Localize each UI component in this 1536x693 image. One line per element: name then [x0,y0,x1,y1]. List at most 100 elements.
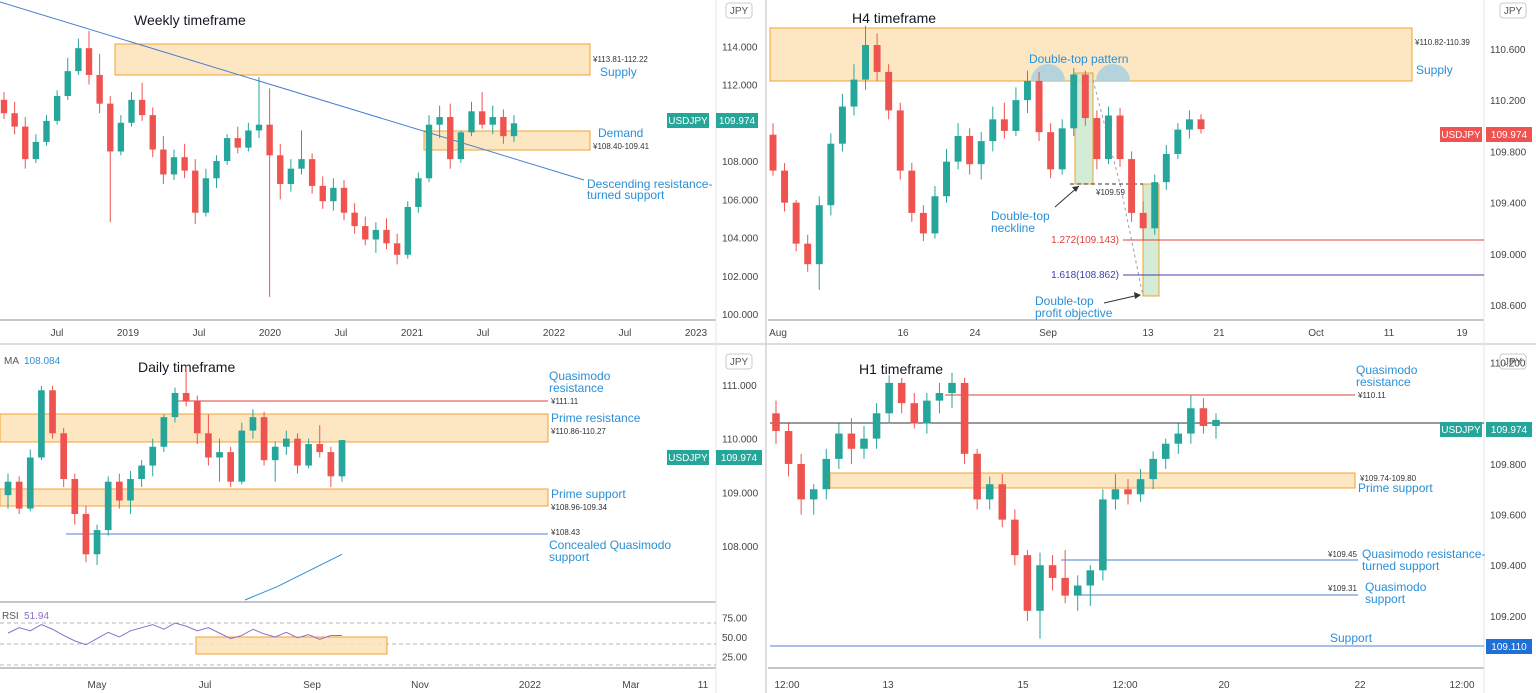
daily-symbol-tag [667,450,709,465]
h1-qm-support-label-2: support [1365,592,1406,606]
daily-concealed-qm-label-1: Concealed Quasimodo [549,538,671,552]
h1-currency-badge[interactable] [1499,353,1527,370]
h4-x-tick-label: Sep [1039,328,1057,339]
daily-rsi-tick-label: 25.00 [722,652,747,663]
h4-y-tick-label: 110.600 [1490,45,1526,56]
h4-symbol-tag [1440,127,1482,142]
weekly-candle-body [351,212,358,227]
daily-candle-body [82,513,90,555]
h1-candle-body [1187,408,1195,434]
h4-y-axis: 110.600 110.200 109.800 109.400 109.000 108.6… [1490,45,1527,312]
weekly-candle-body [383,229,390,244]
daily-qm-resistance-label-1: Quasimodo [549,369,611,383]
h1-x-tick-label: 22 [1354,680,1366,691]
weekly-currency-label: JPY [730,6,749,17]
h1-candle-body [923,400,931,424]
daily-candle-body [294,438,301,466]
weekly-candle-body [11,113,18,127]
h1-candle-body [897,382,906,404]
daily-candle-body [149,446,157,466]
h1-candle-body [822,458,831,490]
weekly-y-tick-label: 102.000 [722,272,759,283]
h1-y-tick-label: 109.200 [1490,612,1527,623]
daily-x-tick-label: Jul [199,680,212,691]
daily-ma-value: 108.084 [24,356,61,367]
weekly-candle-body [85,48,93,75]
weekly-candle-body [202,178,210,213]
weekly-candle-body [500,117,507,137]
h4-x-tick-label: Aug [769,328,787,339]
daily-currency-badge[interactable] [725,353,753,370]
weekly-candle-body [266,124,273,156]
h4-candle-body [977,141,985,165]
daily-prime-resistance-value: ¥110.86-110.27 [550,427,606,436]
weekly-candle-body [330,187,337,202]
daily-candle-body [193,401,201,434]
daily-qm-resistance-label-2: resistance [549,381,604,395]
weekly-currency-badge[interactable] [725,2,753,19]
h1-x-tick-label: 12:00 [1449,680,1474,691]
daily-candle-body [316,444,324,453]
weekly-symbol-tag [667,113,709,128]
daily-candle-body [282,438,290,447]
weekly-panel: JPY Weekly timeframe ¥113.81-112.22 Supp… [0,0,759,344]
h1-candle-body [1073,585,1082,596]
weekly-candle-body [223,138,231,162]
weekly-candle-body [478,111,486,125]
weekly-descending-trendline [0,1,585,181]
daily-candle-body [249,417,257,431]
h1-candle-body [809,489,818,500]
h1-candles [772,372,1220,639]
h1-y-tick-label: 109.800 [1490,460,1527,471]
weekly-candle-body [372,229,380,240]
weekly-demand-value: ¥108.40-109.41 [592,142,650,151]
weekly-candle-body [43,120,50,142]
daily-title: Daily timeframe [138,359,235,375]
weekly-candle-body [0,99,8,114]
weekly-candle-body [53,96,61,121]
h4-currency-badge[interactable] [1499,2,1527,19]
h1-support-price-value: 109.110 [1491,642,1527,653]
weekly-candle-body [340,187,348,213]
h1-candle-body [1199,408,1208,426]
h4-candles [769,25,1205,290]
h4-double-top-arc-right [1096,64,1130,81]
weekly-symbol-label: USDJPY [668,116,708,127]
weekly-x-tick-label: 2023 [685,328,708,339]
h4-objective-label-2: profit objective [1035,306,1113,320]
h1-candle-body [835,433,843,459]
weekly-candle-body [138,99,146,116]
daily-y-tick-label: 109.000 [722,488,759,499]
weekly-candle-body [319,185,326,202]
h4-x-tick-label: Oct [1308,328,1324,339]
h4-candle-body [873,45,881,72]
weekly-candle-body [468,111,475,133]
daily-qm-resistance-value: ¥111.11 [550,397,579,406]
h1-price-tag [1486,422,1532,437]
h4-objective-label-1: Double-top [1035,294,1094,308]
weekly-y-tick-label: 108.000 [722,157,759,168]
weekly-candle-body [149,115,156,150]
daily-x-tick-label: Nov [411,680,429,691]
h1-panel: JPY H1 timeframe Quasimodo resistance ¥1… [768,344,1532,693]
h4-objective-arrow [1103,294,1140,304]
daily-y-axis: 111.000 110.000 109.000 108.000 [722,381,759,553]
daily-x-tick-label: 11 [698,680,709,691]
h1-title: H1 timeframe [859,361,943,377]
daily-candle-body [71,479,79,514]
h1-candle-body [1149,458,1157,480]
weekly-x-tick-label: 2019 [117,328,140,339]
daily-rsi-label: RSI [2,611,19,622]
h4-candle-body [943,161,950,197]
weekly-x-tick-label: 2021 [401,328,424,339]
h1-qm-rts-label-1: Quasimodo resistance- [1362,547,1485,561]
h1-candle-body [973,453,981,500]
h1-qm-resistance-value: ¥110.11 [1357,391,1386,400]
h4-candle-body [1139,212,1147,229]
h1-qm-support-label-1: Quasimodo [1365,580,1427,594]
h4-candle-body [1174,129,1182,154]
weekly-candle-body [32,141,40,160]
h4-currency-label: JPY [1504,6,1523,17]
h1-prime-support-value: ¥109.74-109.80 [1359,474,1417,483]
weekly-trendline-label-1: Descending resistance- [587,177,712,191]
